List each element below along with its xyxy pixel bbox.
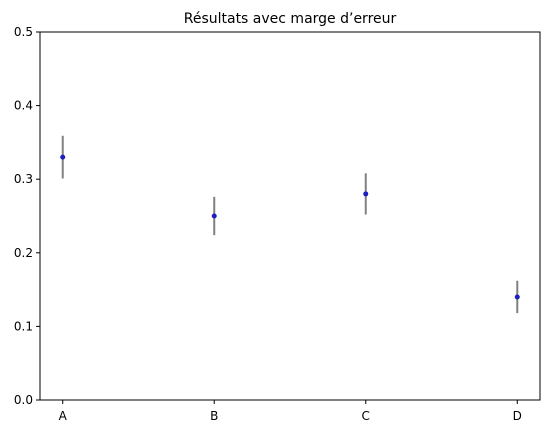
x-tick-label: C xyxy=(362,409,370,423)
data-point xyxy=(60,154,66,160)
x-tick-label: A xyxy=(59,409,68,423)
x-tick-label: D xyxy=(513,409,522,423)
data-point xyxy=(363,191,369,197)
y-tick-label: 0.2 xyxy=(14,246,33,260)
y-tick-label: 0.4 xyxy=(14,99,33,113)
y-tick-label: 0.3 xyxy=(14,172,33,186)
data-point xyxy=(514,294,520,300)
y-axis: 0.0 0.1 0.2 0.3 0.4 0.5 xyxy=(14,25,40,407)
y-tick-label: 0.1 xyxy=(14,319,33,333)
plot-marks xyxy=(60,135,520,314)
y-tick-label: 0.0 xyxy=(14,393,33,407)
x-tick-label: B xyxy=(210,409,218,423)
chart-title: Résultats avec marge d’erreur xyxy=(184,11,397,27)
plot-frame xyxy=(39,31,541,401)
x-axis: A B C D xyxy=(59,400,522,423)
data-point xyxy=(211,213,217,219)
y-tick-label: 0.5 xyxy=(14,25,33,39)
